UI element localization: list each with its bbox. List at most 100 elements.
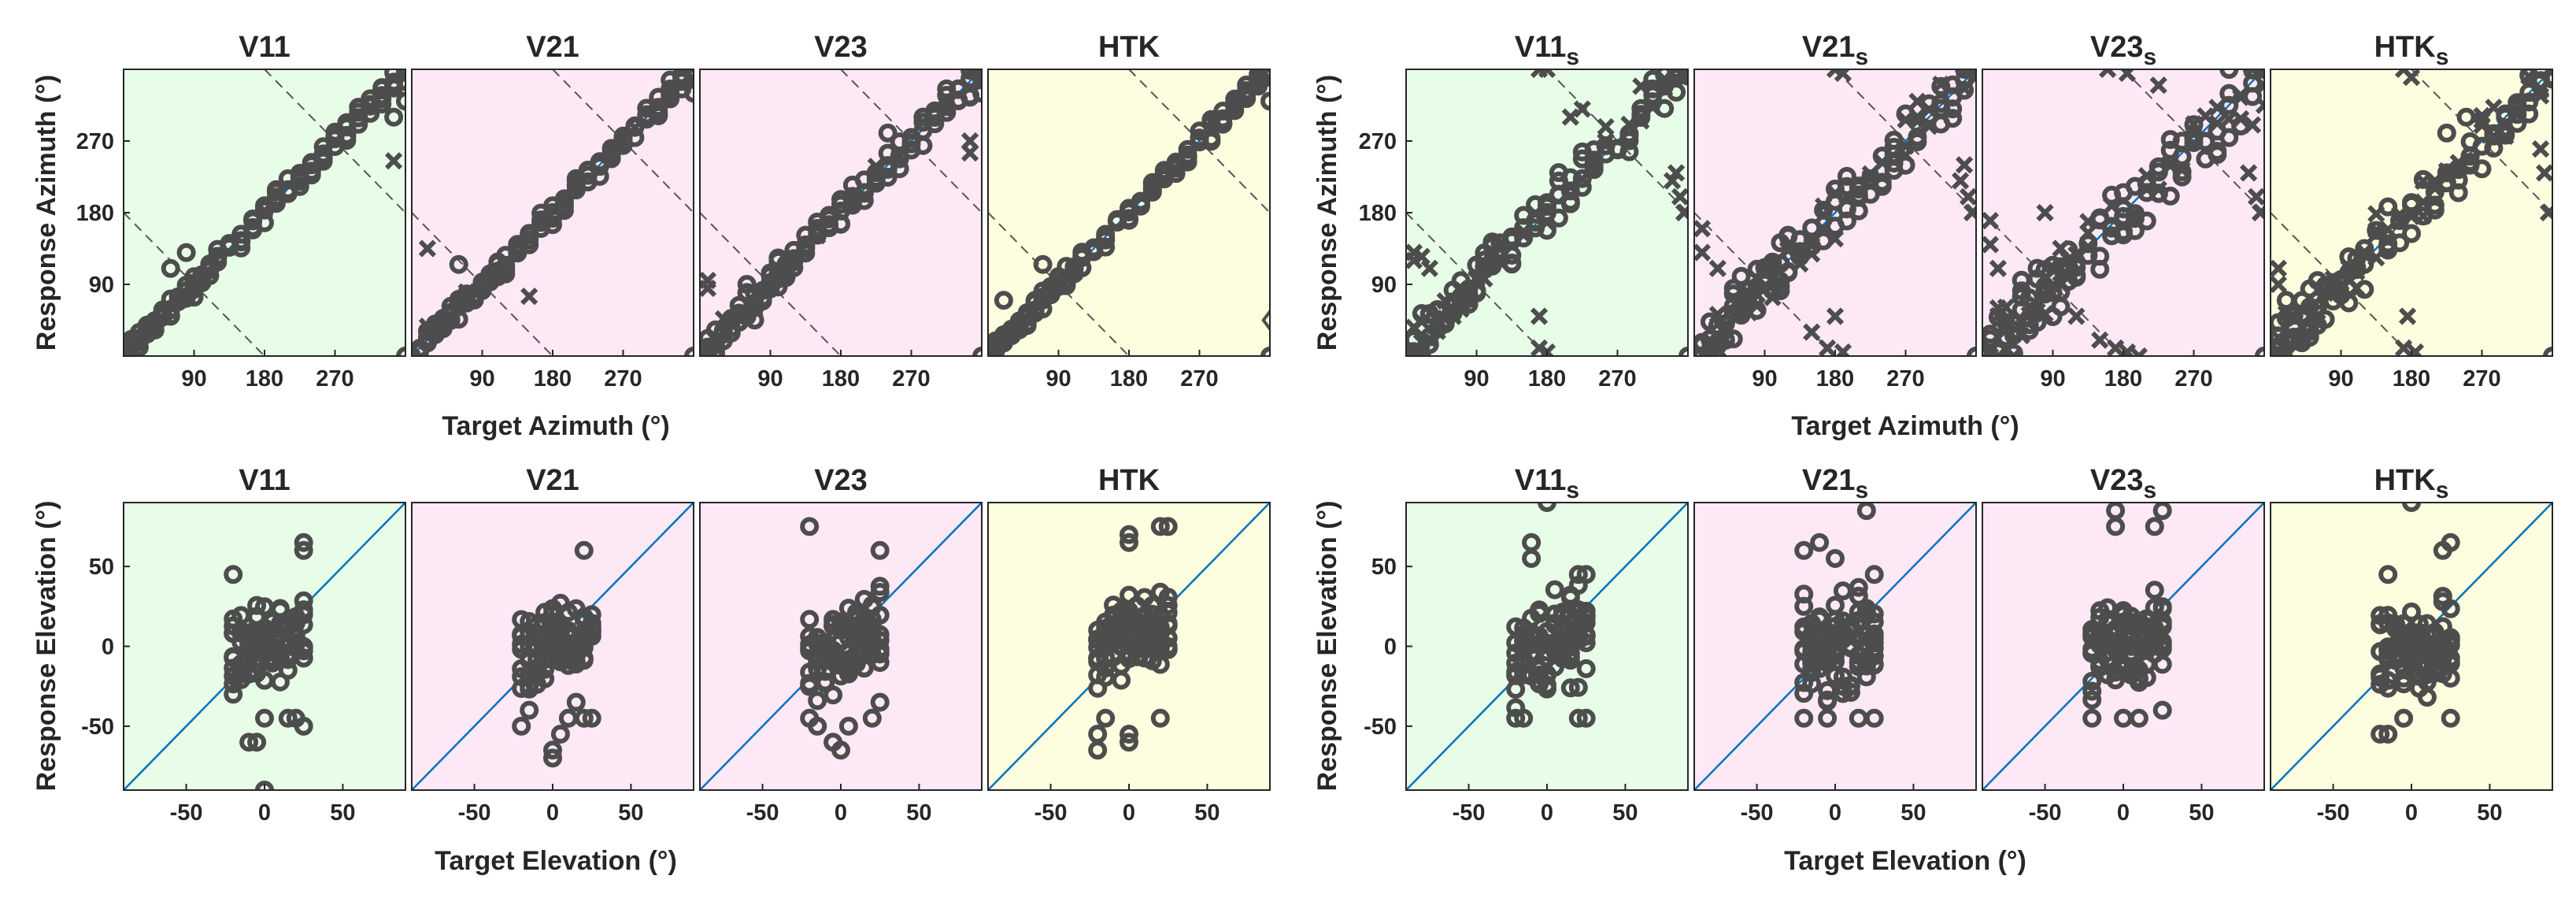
data-point-circle — [1818, 692, 1838, 711]
data-point-circle — [1178, 145, 1197, 165]
data-point-circle — [2082, 690, 2102, 710]
y-tick-label: 0 — [102, 635, 114, 660]
panel-plot-area — [1982, 503, 2264, 790]
data-point-circle — [2137, 211, 2156, 231]
panel-plot-area — [2271, 69, 2552, 356]
data-point-circle — [266, 194, 286, 213]
data-point-circle — [255, 781, 274, 790]
x-tick-label: 90 — [469, 366, 494, 391]
data-point-circle — [543, 740, 562, 760]
data-point-circle — [1514, 708, 1534, 728]
data-point-cross — [1675, 203, 1688, 222]
panel-title-main: V11 — [239, 464, 291, 497]
data-point-circle — [1506, 708, 1526, 728]
data-point-cross — [2004, 347, 2023, 356]
data-point-circle — [1120, 725, 1138, 744]
x-tick-label: -50 — [1034, 800, 1068, 826]
data-point-circle — [1502, 253, 1522, 273]
panel-elevation-0: -50 -50 0 0 50 50 V11 — [81, 464, 406, 826]
panel-azimuth-1: 90 180 270 V21 — [411, 31, 694, 391]
panel-plot-area — [1694, 503, 1976, 790]
data-point-circle — [2472, 159, 2492, 179]
data-point-cross — [1989, 347, 2008, 356]
data-point-circle — [784, 252, 804, 272]
x-tick-label: 270 — [1886, 366, 1924, 391]
data-point-circle — [1896, 155, 1915, 175]
data-point-circle — [1538, 197, 1556, 216]
panel-azimuth-0: 90 90 180 180 270 270 V11 — [76, 31, 406, 391]
data-point-cross — [1597, 117, 1615, 136]
y-tick-label: 50 — [1371, 555, 1397, 580]
data-point-circle — [1864, 629, 1884, 648]
panel-title-main: V11 — [1515, 31, 1567, 64]
x-tick-label: 90 — [2040, 366, 2065, 391]
data-point-circle — [1802, 218, 1822, 238]
azimuth-ylabel-left: Response Azimuth (°) — [31, 75, 61, 351]
data-point-circle — [1826, 646, 1845, 666]
data-point-cross — [1955, 156, 1974, 174]
data-point-circle — [2433, 587, 2452, 606]
data-point-cross — [2531, 139, 2550, 158]
data-point-circle — [582, 622, 601, 642]
data-point-circle — [878, 168, 898, 187]
panel-title-subscript: s — [2436, 477, 2449, 503]
data-point-circle — [1158, 639, 1178, 659]
x-tick-label: 90 — [1046, 366, 1071, 391]
data-point-circle — [1201, 128, 1221, 148]
panel-elevation-5: -50 0 50 V21s — [1693, 464, 1977, 826]
data-point-circle — [302, 161, 321, 181]
data-point-circle — [1771, 276, 1790, 296]
panel-title: HTK — [1098, 464, 1160, 497]
data-point-circle — [1260, 91, 1270, 111]
data-point-cross — [1982, 211, 2000, 230]
data-point-circle — [270, 600, 290, 620]
y-tick-label: 0 — [1384, 635, 1397, 660]
panel-elevation-7: -50 0 50 HTKs — [2270, 464, 2553, 826]
data-point-circle — [1955, 80, 1975, 100]
x-tick-label: -50 — [2029, 800, 2062, 826]
data-point-circle — [1033, 299, 1053, 319]
data-point-circle — [1818, 708, 1838, 728]
panel-plot-area — [2271, 503, 2552, 790]
data-point-circle — [512, 716, 531, 736]
data-point-circle — [247, 596, 267, 615]
data-point-circle — [2106, 517, 2126, 536]
data-point-cross — [2255, 96, 2264, 114]
data-point-circle — [449, 254, 468, 274]
data-point-circle — [384, 107, 404, 127]
data-point-circle — [862, 708, 882, 728]
data-point-circle — [1112, 670, 1131, 690]
data-point-cross — [2243, 116, 2262, 134]
y-tick-label: 90 — [89, 273, 114, 298]
data-point-circle — [937, 79, 957, 98]
x-tick-label: 0 — [2405, 800, 2418, 826]
x-tick-label: 270 — [604, 366, 642, 391]
data-point-circle — [1560, 644, 1580, 663]
data-point-circle — [870, 605, 890, 625]
data-point-circle — [2219, 128, 2239, 147]
data-point-circle — [2378, 725, 2398, 744]
data-point-circle — [2508, 113, 2527, 133]
data-point-circle — [2196, 132, 2215, 151]
data-point-circle — [2441, 599, 2460, 618]
data-point-cross — [2406, 343, 2425, 356]
data-point-cross — [2496, 127, 2515, 146]
data-points — [124, 69, 405, 356]
y-tick-label: 90 — [1371, 273, 1397, 298]
data-point-circle — [582, 605, 601, 625]
data-point-circle — [396, 72, 405, 91]
data-point-circle — [1794, 540, 1814, 560]
x-tick-label: 180 — [2104, 366, 2142, 391]
data-points — [2082, 503, 2172, 728]
data-point-cross — [2067, 307, 2086, 325]
data-point-cross — [1694, 220, 1712, 238]
data-point-circle — [1826, 596, 1845, 615]
data-point-circle — [1549, 208, 1568, 228]
panel-azimuth-6: 90 180 270 V23s — [1982, 31, 2265, 391]
panel-title: V21 — [526, 31, 579, 64]
x-tick-label: 0 — [546, 800, 559, 826]
panel-title-main: V21 — [526, 464, 579, 497]
data-point-circle — [1864, 639, 1884, 659]
data-point-circle — [1120, 532, 1138, 552]
data-point-circle — [2390, 233, 2410, 253]
